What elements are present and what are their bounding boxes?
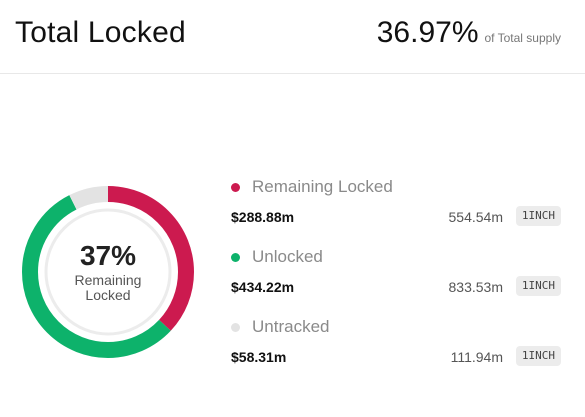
untracked-dot	[231, 322, 240, 332]
token-badge: 1INCH	[515, 346, 561, 366]
unlocked-dot	[231, 252, 240, 262]
percentage-suffix: of Total supply	[484, 31, 562, 45]
legend-item-usd: $288.88m	[231, 209, 295, 225]
donut-svg	[22, 186, 194, 358]
legend-item-untracked: Untracked $58.31m 111.94m 1INCH	[231, 316, 561, 376]
donut-chart: 37% Remaining Locked	[22, 186, 194, 358]
page-title: Total Locked	[15, 16, 186, 49]
donut-center-value: 37%	[79, 240, 137, 271]
token-badge: 1INCH	[515, 276, 561, 296]
legend-item-amount: 833.53m	[448, 279, 503, 295]
donut-segment-untracked[interactable]	[22, 186, 194, 358]
percentage-value: 36.97%	[376, 16, 479, 49]
donut-segment-unlocked[interactable]	[22, 186, 194, 358]
legend-item-name: Remaining Locked	[252, 177, 393, 196]
token-badge: 1INCH	[515, 206, 561, 226]
legend-item-amount: 554.54m	[448, 209, 503, 225]
legend-item-unlocked: Unlocked $434.22m 833.53m 1INCH	[231, 246, 561, 306]
header: Total Locked 36.97% of Total supply	[0, 0, 585, 74]
donut-center-label: Remaining Locked	[74, 272, 142, 303]
donut-inner-ring	[44, 208, 172, 336]
remaining-locked-dot	[231, 182, 240, 192]
legend-item-name: Unlocked	[252, 247, 323, 266]
total-locked-percentage: 36.97% of Total supply	[377, 16, 561, 50]
legend-item-remaining-locked: Remaining Locked $288.88m 554.54m 1INCH	[231, 176, 561, 236]
legend-item-usd: $58.31m	[231, 349, 287, 365]
donut-center: 37% Remaining Locked	[22, 186, 194, 358]
legend-item-amount: 111.94m	[450, 349, 503, 365]
legend-item-usd: $434.22m	[231, 279, 295, 295]
legend-item-name: Untracked	[252, 317, 330, 336]
